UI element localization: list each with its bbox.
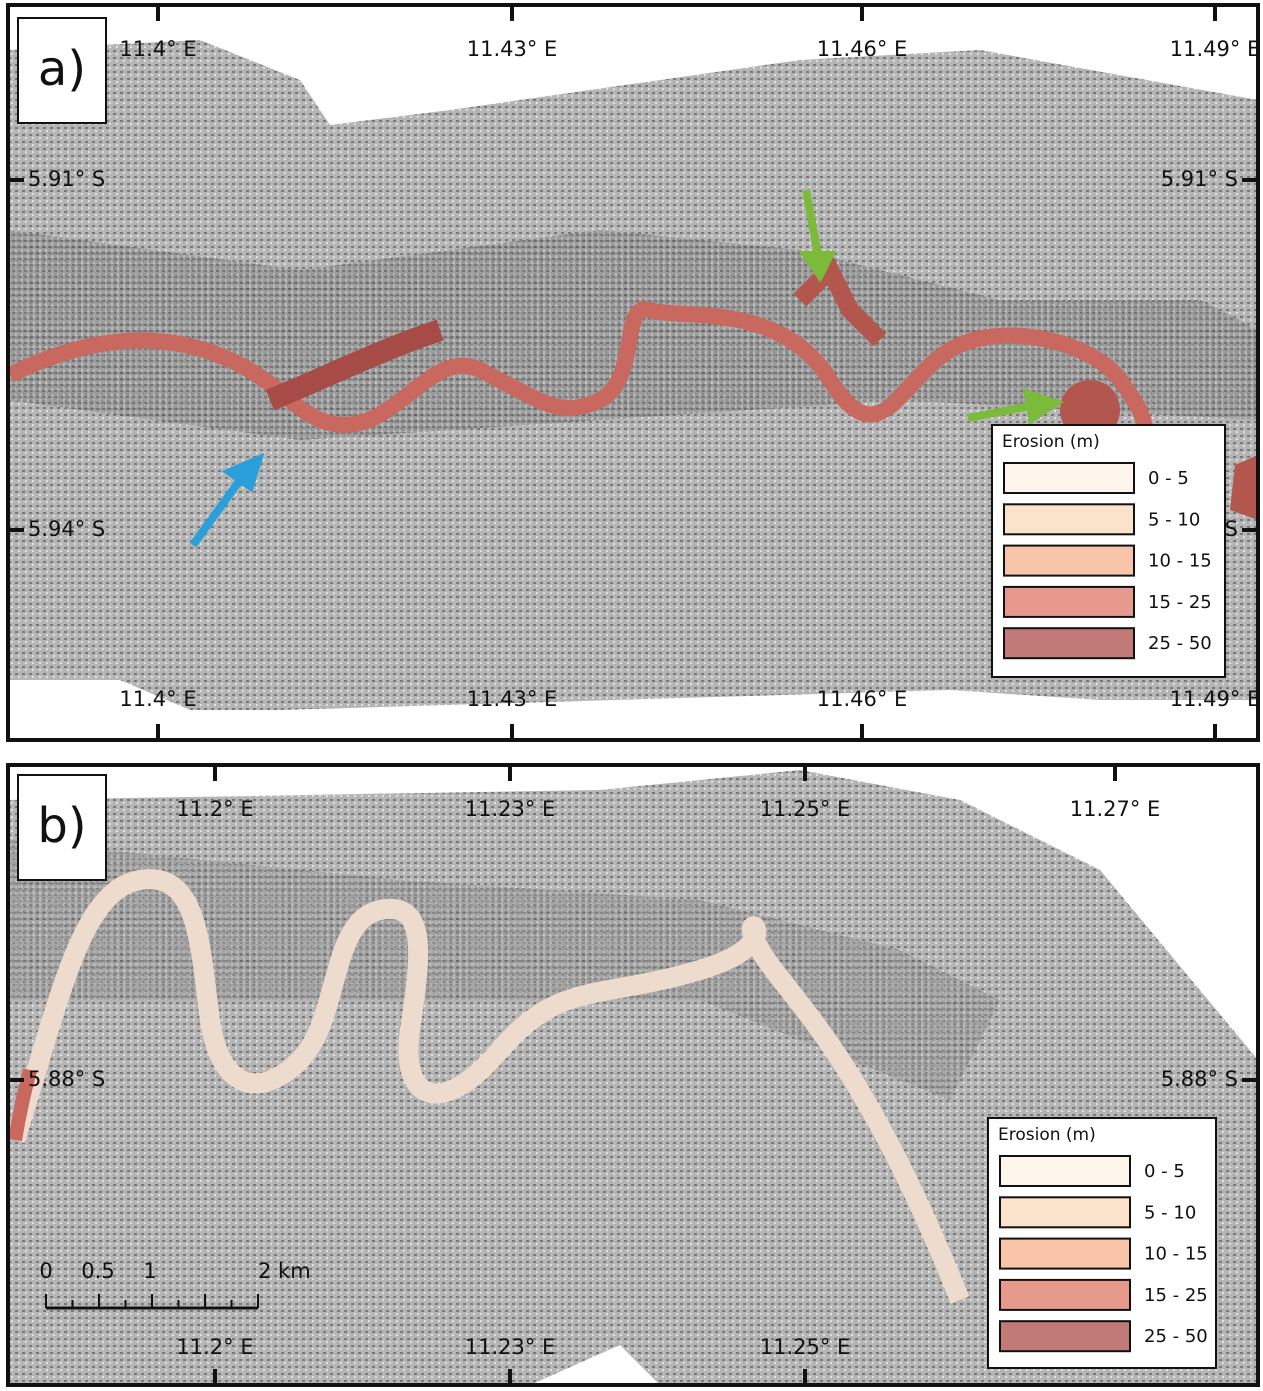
top-coord-label: 11.46° E [817, 37, 908, 61]
legend-label: 15 - 25 [1144, 1285, 1208, 1306]
left-coord-label: 5.88° S [28, 1067, 105, 1091]
top-coord-label: 11.49° E [1170, 37, 1261, 61]
legend-swatch [999, 1237, 1131, 1270]
legend-swatch [1003, 544, 1135, 577]
panel-label: a) [38, 41, 86, 97]
panel-a-frame [6, 3, 1260, 742]
legend-label: 5 - 10 [1148, 509, 1200, 530]
bottom-coord-label: 11.49° E [1170, 687, 1261, 711]
bottom-coord-label: 11.4° E [119, 687, 196, 711]
bottom-coord-label: 11.46° E [817, 687, 908, 711]
legend-label: 0 - 5 [1148, 468, 1189, 489]
top-coord-label: 11.2° E [176, 797, 253, 821]
left-coord-label: 5.94° S [28, 517, 105, 541]
top-coord-label: 11.4° E [119, 37, 196, 61]
legend-swatch [999, 1196, 1131, 1229]
scale-label: 1 [143, 1259, 156, 1283]
legend-swatch [1003, 462, 1135, 494]
bottom-coord-label: 11.43° E [467, 687, 558, 711]
legend-label: 15 - 25 [1148, 592, 1212, 613]
top-coord-label: 11.25° E [760, 797, 851, 821]
top-coord-label: 11.23° E [465, 797, 556, 821]
legend-swatch [1003, 585, 1135, 618]
top-coord-label: 11.27° E [1070, 797, 1161, 821]
panel-label: b) [37, 798, 86, 854]
legend-title: Erosion (m) [1002, 432, 1100, 452]
legend-label: 5 - 10 [1144, 1202, 1196, 1223]
scale-label: 0 [39, 1259, 52, 1283]
legend-swatch [1003, 627, 1135, 660]
legend-swatch [999, 1278, 1131, 1311]
right-coord-label: 5.88° S [1161, 1067, 1238, 1091]
legend-label: 10 - 15 [1144, 1244, 1208, 1265]
right-coord-label: 5.91° S [1161, 167, 1238, 191]
left-coord-label: 5.91° S [28, 167, 105, 191]
scale-label: 2 km [258, 1259, 311, 1283]
panel-label-box [17, 774, 107, 881]
panel-b-map [5, 765, 1258, 1385]
bottom-coord-label: 11.25° E [760, 1335, 851, 1359]
bottom-coord-label: 11.23° E [465, 1335, 556, 1359]
legend-label: 25 - 50 [1148, 633, 1212, 654]
legend-swatch [999, 1320, 1131, 1353]
legend-swatch [1003, 503, 1135, 536]
bottom-coord-label: 11.2° E [176, 1335, 253, 1359]
legend-label: 25 - 50 [1144, 1326, 1208, 1347]
legend-title: Erosion (m) [998, 1125, 1096, 1145]
legend-label: 10 - 15 [1148, 551, 1212, 572]
legend-label: 0 - 5 [1144, 1161, 1185, 1182]
legend-swatch [999, 1155, 1131, 1187]
top-coord-label: 11.43° E [467, 37, 558, 61]
panel-a-map [6, 5, 1258, 735]
scale-label: 0.5 [81, 1259, 114, 1283]
panel-b-frame [6, 763, 1260, 1387]
panel-label-box [17, 17, 107, 124]
